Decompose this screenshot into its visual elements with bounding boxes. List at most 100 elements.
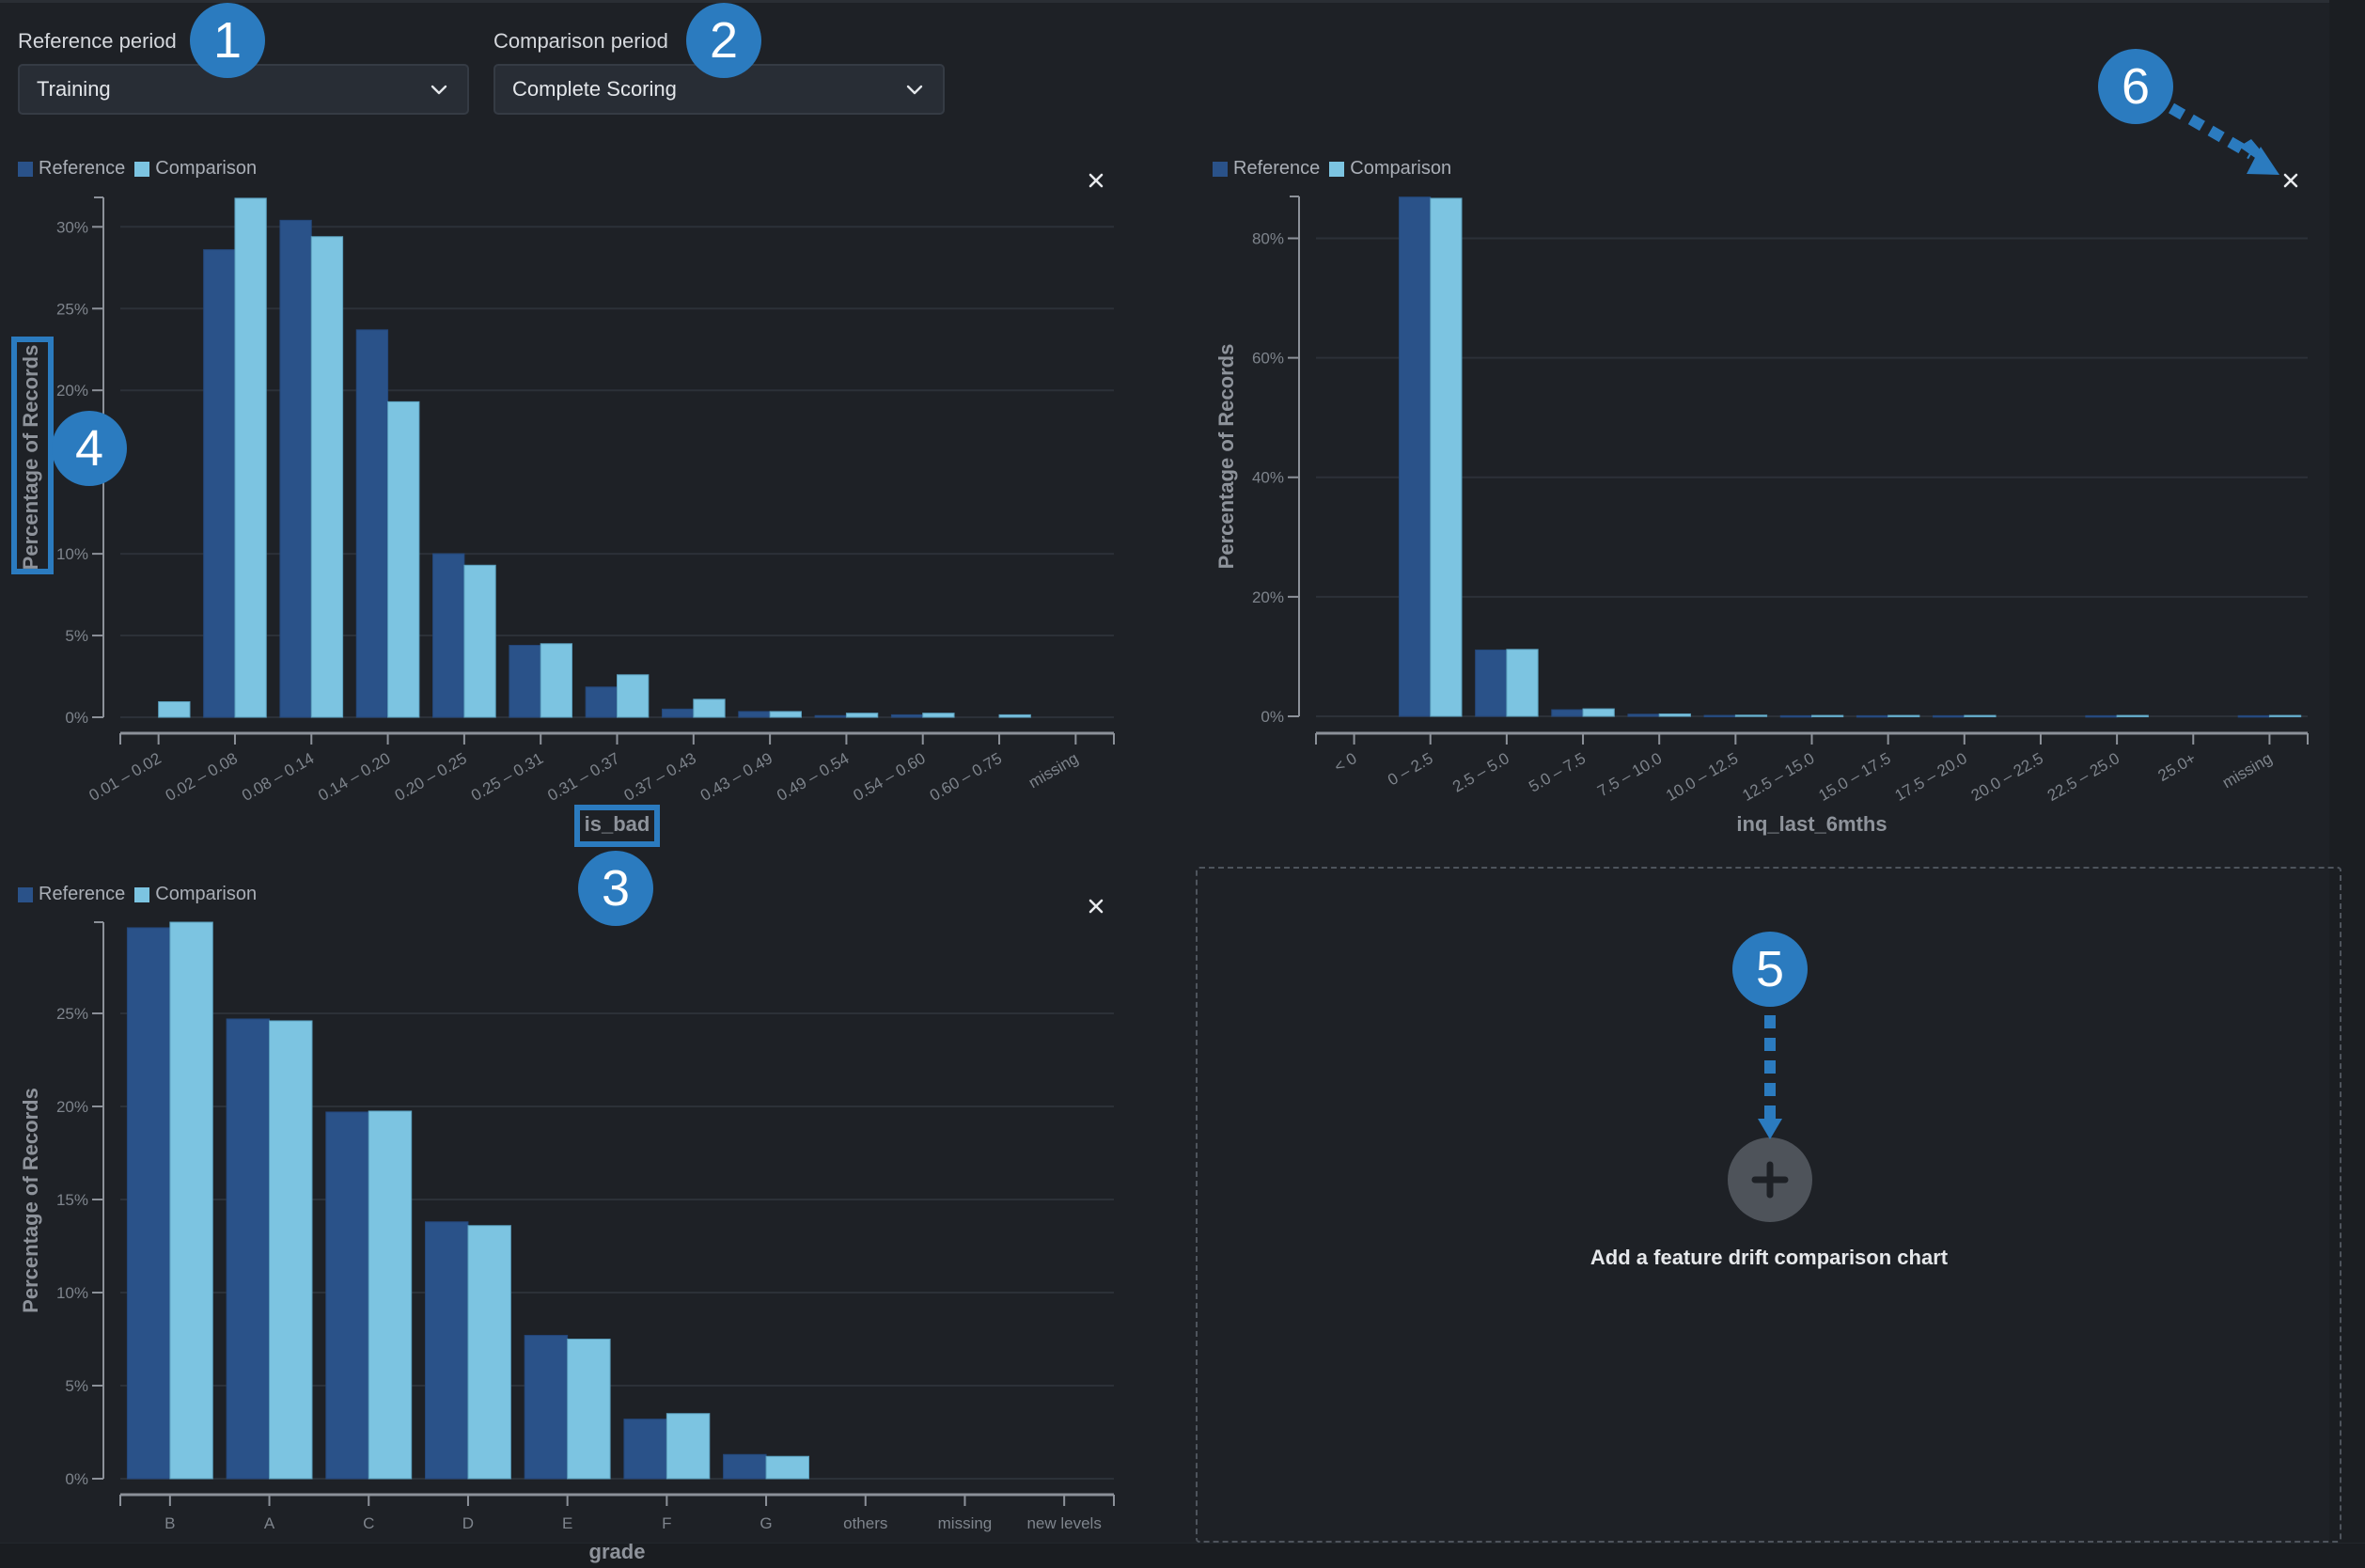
chevron-down-icon xyxy=(906,85,923,95)
bar-reference xyxy=(509,644,541,718)
bar-comparison xyxy=(1887,714,1920,718)
bar-comparison xyxy=(1658,713,1691,717)
x-tick-label: B xyxy=(164,1514,175,1532)
annotation-arrow-5 xyxy=(1758,1015,1782,1139)
y-tick-label: 20% xyxy=(1252,588,1284,606)
bar-comparison xyxy=(310,236,344,718)
y-tick-label: 5% xyxy=(65,627,88,645)
legend-item-reference: Reference xyxy=(18,884,125,905)
annotation-highlight-y-axis-title xyxy=(11,337,54,574)
x-tick-label: new levels xyxy=(1026,1514,1101,1532)
y-tick-label: 10% xyxy=(56,1284,88,1302)
y-tick-label: 0% xyxy=(1261,708,1284,726)
annotation-badge-6: 6 xyxy=(2098,49,2173,124)
legend-label-comparison: Comparison xyxy=(155,158,258,179)
bar-reference xyxy=(325,1111,369,1480)
annotation-badge-3: 3 xyxy=(578,851,653,926)
x-axis-title: inq_last_6mths xyxy=(1736,812,1887,836)
legend-item-comparison: Comparison xyxy=(134,158,257,180)
annotation-arrow-6 xyxy=(2169,102,2279,175)
bar-comparison xyxy=(765,1455,810,1480)
close-icon[interactable] xyxy=(1085,895,1107,917)
top-border xyxy=(0,0,2365,3)
legend-swatch-comparison xyxy=(1329,161,1345,177)
plus-icon xyxy=(1751,1161,1789,1199)
legend-swatch-reference xyxy=(1213,161,1228,177)
add-chart-label: Add a feature drift comparison chart xyxy=(1590,1246,1949,1269)
y-axis-title: Percentage of Records xyxy=(19,345,42,571)
bar-comparison xyxy=(567,1339,611,1480)
bar-comparison xyxy=(467,1225,511,1480)
bar-comparison xyxy=(368,1110,413,1480)
x-tick-label: others xyxy=(843,1514,887,1532)
y-tick-label: 0% xyxy=(65,1470,88,1488)
legend-inq-last-6mths: Reference Comparison xyxy=(1213,158,1455,180)
y-tick-label: 30% xyxy=(56,218,88,236)
close-icon[interactable] xyxy=(1085,169,1107,192)
comparison-period-label: Comparison period xyxy=(493,29,668,53)
bar-comparison xyxy=(769,711,802,718)
bar-reference xyxy=(432,553,465,718)
bar-reference xyxy=(623,1419,667,1480)
x-tick-label: D xyxy=(462,1514,474,1532)
bar-reference xyxy=(226,1018,271,1480)
bar-comparison xyxy=(617,674,650,718)
bar-comparison xyxy=(666,1413,711,1480)
legend-label-reference: Reference xyxy=(39,884,126,904)
annotation-highlight-x-axis-title xyxy=(574,805,660,847)
bar-comparison xyxy=(1430,197,1463,717)
x-axis-title: is_bad xyxy=(585,812,650,836)
y-axis-title: Percentage of Records xyxy=(1214,344,1238,570)
legend-swatch-reference xyxy=(18,161,33,177)
chevron-down-icon xyxy=(431,85,447,95)
y-axis-title: Percentage of Records xyxy=(19,1088,42,1313)
bar-reference xyxy=(355,329,389,718)
y-tick-label: 40% xyxy=(1252,469,1284,487)
legend-item-reference: Reference xyxy=(1213,158,1320,180)
comparison-period-select[interactable]: Complete Scoring xyxy=(493,64,945,115)
annotation-badge-1: 1 xyxy=(190,3,265,78)
legend-label-reference: Reference xyxy=(39,158,126,179)
add-chart-panel xyxy=(1196,867,2342,1543)
y-tick-label: 10% xyxy=(56,545,88,563)
add-chart-button[interactable] xyxy=(1728,1137,1812,1222)
y-tick-label: 20% xyxy=(56,382,88,400)
bar-comparison xyxy=(1506,649,1539,717)
reference-period-label: Reference period xyxy=(18,29,177,53)
x-tick-label: missing xyxy=(938,1514,993,1532)
y-tick-label: 25% xyxy=(56,300,88,318)
y-tick-label: 5% xyxy=(65,1377,88,1395)
y-tick-label: 0% xyxy=(65,709,88,727)
bar-comparison xyxy=(169,921,213,1480)
bar-reference xyxy=(424,1221,469,1480)
legend-swatch-comparison xyxy=(134,161,150,177)
legend-label-comparison: Comparison xyxy=(155,884,258,904)
bar-comparison xyxy=(269,1020,313,1480)
y-tick-label: 15% xyxy=(56,1191,88,1209)
comparison-period-value: Complete Scoring xyxy=(512,77,677,101)
annotation-badge-5: 5 xyxy=(1732,932,1808,1007)
x-axis-title: grade xyxy=(589,1540,646,1563)
bar-comparison xyxy=(234,197,267,718)
bar-comparison xyxy=(1734,714,1768,717)
y-tick-label: 25% xyxy=(56,1005,88,1023)
legend-is-bad: Reference Comparison xyxy=(18,158,260,180)
bar-reference xyxy=(203,249,236,718)
bar-comparison xyxy=(2116,714,2149,718)
bar-comparison xyxy=(1582,708,1615,717)
bar-comparison xyxy=(540,643,573,718)
y-tick-label: 80% xyxy=(1252,229,1284,247)
bar-comparison xyxy=(387,400,420,718)
bar-comparison xyxy=(463,564,496,718)
legend-swatch-reference xyxy=(18,886,33,902)
bar-reference xyxy=(126,927,171,1480)
x-tick-label: G xyxy=(760,1514,772,1532)
close-icon[interactable] xyxy=(2279,169,2302,192)
bar-comparison xyxy=(998,713,1031,718)
legend-item-comparison: Comparison xyxy=(134,884,257,905)
bar-comparison xyxy=(158,700,191,718)
bar-comparison xyxy=(693,698,726,718)
